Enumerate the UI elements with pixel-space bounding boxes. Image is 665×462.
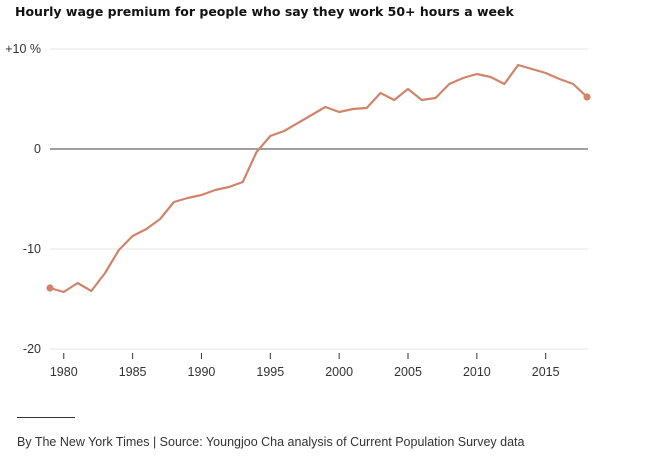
- x-axis-ticks: [63, 353, 547, 359]
- y-tick-label: +10 %: [5, 42, 41, 56]
- x-tick-label: 2015: [532, 365, 560, 379]
- line-chart: +10 % 0 -10 -20 1980 1985 1990 1995 2000 2005 201…: [5, 42, 591, 379]
- gridlines: [50, 48, 588, 350]
- series-layer: [48, 63, 589, 294]
- x-tick-label: 2010: [463, 365, 491, 379]
- y-tick-label: -20: [23, 342, 41, 356]
- x-tick-label: 1980: [50, 365, 78, 379]
- source-credit: By The New York Times | Source: Youngjoo…: [17, 435, 525, 449]
- y-axis-labels: +10 % 0 -10 -20: [5, 42, 41, 356]
- endpoint-markers: [46, 93, 591, 292]
- x-tick-label: 2000: [325, 365, 353, 379]
- x-tick-label: 1990: [188, 365, 216, 379]
- x-axis-labels: 1980 1985 1990 1995 2000 2005 2010 2015: [50, 365, 560, 379]
- footer-rule: [17, 417, 75, 418]
- series-line: [48, 63, 589, 294]
- start-point-marker: [46, 284, 54, 292]
- x-tick-label: 2005: [394, 365, 422, 379]
- y-tick-label: -10: [23, 242, 41, 256]
- chart-title: Hourly wage premium for people who say t…: [15, 4, 514, 19]
- y-tick-label: 0: [34, 142, 41, 156]
- end-point-marker: [583, 93, 591, 101]
- x-tick-label: 1985: [119, 365, 147, 379]
- x-tick-label: 1995: [256, 365, 284, 379]
